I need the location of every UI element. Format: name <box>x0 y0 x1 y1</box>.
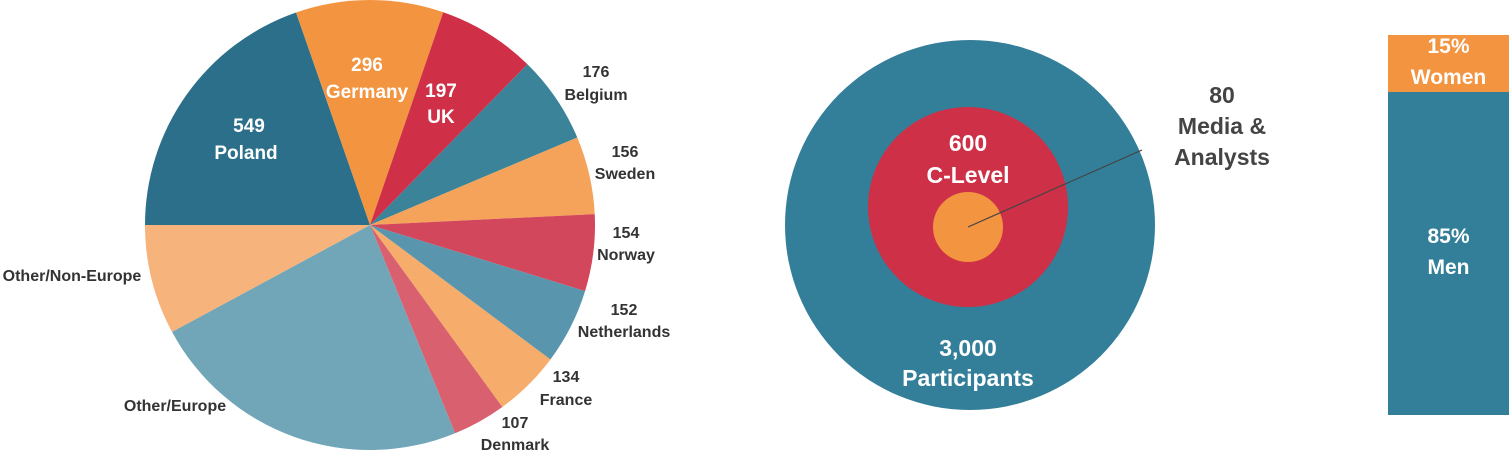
value-label: 549 <box>233 116 265 137</box>
legend-label: Men <box>1428 256 1470 279</box>
category-label: Media & Analysts <box>1174 113 1270 170</box>
category-label: UK <box>427 107 455 128</box>
category-label: Poland <box>214 143 277 164</box>
value-label: 156 <box>612 144 639 161</box>
value-label: 600 <box>949 130 987 156</box>
category-label: Other/Non-Europe <box>3 268 142 285</box>
category-label: Norway <box>597 247 655 264</box>
pie-slice <box>370 12 528 225</box>
value-label: 3,000 <box>939 335 997 361</box>
pie-slice <box>370 137 595 225</box>
bar-segment <box>1388 35 1509 92</box>
value-label: 85% <box>1427 225 1469 248</box>
leader-line <box>967 149 1143 228</box>
pie-slice <box>370 214 596 292</box>
bar-segment <box>1388 92 1509 415</box>
pie-slice <box>296 0 444 225</box>
value-label: 197 <box>425 81 457 102</box>
pie-slice <box>172 225 456 450</box>
category-label: Other/Europe <box>124 398 226 415</box>
value-label: 80 <box>1209 82 1235 108</box>
pie-slice <box>145 12 370 226</box>
category-label: Participants <box>902 365 1034 391</box>
value-label: 296 <box>351 55 383 76</box>
legend-label: Women <box>1411 66 1486 89</box>
category-label: Netherlands <box>578 324 671 341</box>
pie-slice <box>370 64 578 225</box>
pie-slice <box>370 225 503 434</box>
value-label: 152 <box>611 302 638 319</box>
value-label: 134 <box>553 369 580 386</box>
category-label: Denmark <box>481 437 550 453</box>
category-label: France <box>540 392 593 409</box>
category-label: C-Level <box>926 162 1009 188</box>
value-label: 15% <box>1427 35 1469 58</box>
pie-slice <box>370 225 551 407</box>
value-label: 154 <box>613 225 640 242</box>
pie-slice <box>145 225 370 332</box>
value-label: 176 <box>583 64 610 81</box>
category-label: Sweden <box>595 166 655 183</box>
pie-slice <box>370 225 586 360</box>
category-label: Belgium <box>564 87 627 104</box>
category-label: Germany <box>326 82 409 103</box>
value-label: 107 <box>502 415 529 432</box>
